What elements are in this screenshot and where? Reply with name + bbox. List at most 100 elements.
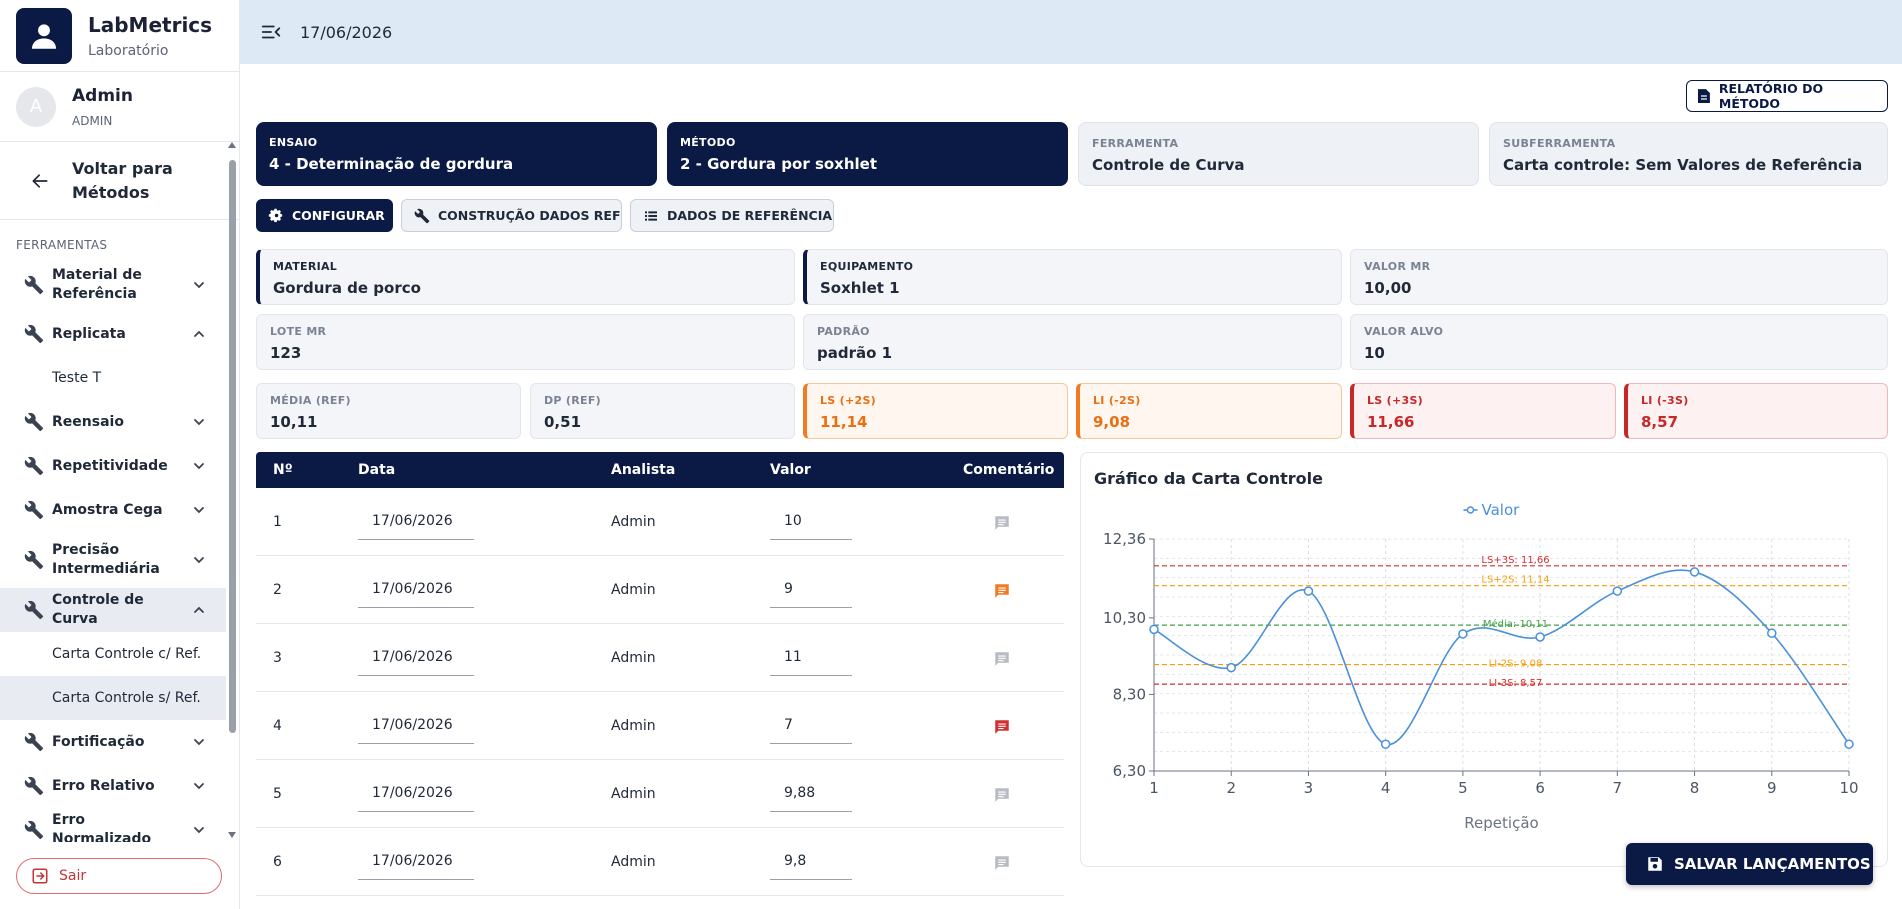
sidebar-item-reensaio[interactable]: Reensaio [0,400,226,444]
material-value: Gordura de porco [273,279,421,297]
table-row: 2 17/06/2026 Admin 9 [256,556,1064,624]
value-field[interactable]: 9,8 [770,843,852,880]
y-tick-label: 10,30 [1103,609,1146,627]
ferramenta-label: FERRAMENTA [1092,137,1179,150]
chevron-down-icon [194,739,204,746]
date-field[interactable]: 17/06/2026 [358,571,474,608]
table-row: 1 17/06/2026 Admin 10 [256,488,1064,556]
subferramenta-label: SUBFERRAMENTA [1503,137,1616,150]
wrench-icon [24,600,44,620]
x-tick-label: 4 [1381,779,1391,797]
date-field[interactable]: 17/06/2026 [358,639,474,676]
x-tick-label: 10 [1839,779,1858,797]
sidebar-subitem[interactable]: Carta Controle s/ Ref. [0,676,226,720]
value-field[interactable]: 9,88 [770,775,852,812]
header-comentario: Comentário [963,462,1055,478]
entries-table: Nº Data Analista Valor Comentário 1 17/06… [256,452,1064,909]
material-label: MATERIAL [273,260,338,273]
sidebar-item-amostra-cega[interactable]: Amostra Cega [0,488,226,532]
sidebar-item-fortificacao[interactable]: Fortificação [0,720,226,764]
save-entries-button[interactable]: SALVAR LANÇAMENTOS [1626,843,1873,885]
equipamento-field: EQUIPAMENTO Soxhlet 1 [803,249,1342,305]
reference-line-label: LI-2S: 9,08 [1489,659,1543,670]
sidebar-item-label: Erro Relativo [52,777,155,794]
sidebar-item-replicata[interactable]: Replicata [0,312,226,356]
data-point [1767,628,1777,638]
section-label: FERRAMENTAS [16,238,108,252]
sidebar-item-precisao-intermediaria[interactable]: Precisão Intermediária [0,532,226,588]
legend-marker [1466,506,1475,514]
comment-icon[interactable] [993,854,1011,872]
sidebar-item-repetitividade[interactable]: Repetitividade [0,444,226,488]
comment-icon[interactable] [993,786,1011,804]
x-tick-label: 9 [1767,779,1777,797]
metodo-label: MÉTODO [680,136,736,149]
ferramenta-value: Controle de Curva [1092,156,1245,174]
user-logo-icon [16,7,72,64]
method-report-button[interactable]: RELATÓRIO DO MÉTODO [1686,80,1888,112]
comment-icon[interactable] [993,650,1011,668]
x-tick-label: 7 [1613,779,1623,797]
sidebar-item-label: Fortificação [52,733,145,750]
control-chart: 12,36 10,30 8,30 6,301 2 3 4 5 6 7 8 9 10 Repetição LS… [1103,501,1859,832]
date-value: 17/06/2026 [372,581,453,597]
x-axis-label: Repetição [1464,814,1538,832]
tab-configurar[interactable]: CONFIGURAR [256,199,393,232]
ls-3s-label: LS (+3S) [1367,394,1424,407]
comment-icon[interactable] [993,514,1011,532]
comment-icon[interactable] [993,718,1011,736]
ls-2s-stat: LS (+2S) 11,14 [803,383,1068,439]
x-tick-label: 2 [1226,779,1236,797]
logout-button[interactable]: Sair [16,858,222,894]
user-profile: A Admin ADMIN [0,72,239,142]
sidebar-item-erro-relativo[interactable]: Erro Relativo [0,764,226,808]
user-role: ADMIN [72,113,113,128]
sidebar-item-label: Replicata [52,325,126,342]
save-icon [1648,857,1662,871]
sidebar-item-erro-normalizado[interactable]: Erro Normalizado [0,808,226,842]
sidebar: LabMetrics Laboratório A Admin ADMIN Vol… [0,0,240,909]
media-ref-value: 10,11 [270,413,318,431]
sidebar-subitem[interactable]: Carta Controle c/ Ref. [52,646,202,662]
row-number: 2 [273,582,282,598]
scroll-thumb[interactable] [229,160,236,733]
reference-line-label: Média: 10,11 [1483,618,1548,630]
date-field[interactable]: 17/06/2026 [358,775,474,812]
x-tick-label: 8 [1690,779,1700,797]
sidebar-item-controle-de-curva[interactable]: Controle de Curva [0,588,226,632]
table-row: 3 17/06/2026 Admin 11 [256,624,1064,692]
header-valor: Valor [770,462,811,478]
comment-icon[interactable] [993,582,1011,600]
li-2s-value: 9,08 [1093,413,1131,431]
brand: LabMetrics Laboratório [0,0,239,72]
sidebar-scrollbar[interactable] [227,140,237,840]
date-field[interactable]: 17/06/2026 [358,843,474,880]
date-field[interactable]: 17/06/2026 [358,503,474,540]
media-ref-label: MÉDIA (REF) [270,394,351,407]
tab-construcao-dados-ref[interactable]: CONSTRUÇÃO DADOS REF [401,199,622,232]
list-icon [645,210,657,221]
padrao-field: PADRÃO padrão 1 [803,314,1342,370]
user-name: Admin [72,85,133,106]
value-field[interactable]: 10 [770,503,852,540]
table-row: 6 17/06/2026 Admin 9,8 [256,828,1064,896]
sidebar-item-material-de-referencia[interactable]: Material de Referência [0,258,226,312]
tab-dados-referencia[interactable]: DADOS DE REFERÊNCIA [630,199,834,232]
sidebar-item-label: Reensaio [52,413,124,430]
lote-mr-field: LOTE MR 123 [256,314,795,370]
back-label: Voltar para Métodos [72,158,173,202]
value-field[interactable]: 9 [770,571,852,608]
li-2s-label: LI (-2S) [1093,394,1141,407]
value-field[interactable]: 11 [770,639,852,676]
value-field[interactable]: 7 [770,707,852,744]
table-row: 4 17/06/2026 Admin 7 [256,692,1064,760]
sidebar-subitem[interactable]: Teste T [52,370,102,386]
back-to-methods-button[interactable]: Voltar para Métodos [0,142,239,220]
date-field[interactable]: 17/06/2026 [358,707,474,744]
tools-nav: FERRAMENTAS Material de Referência Replic… [0,222,226,842]
menu-collapse-icon[interactable] [260,21,282,43]
chevron-up-icon [194,606,204,613]
x-tick-label: 1 [1149,779,1159,797]
chevron-down-icon [194,282,204,289]
analyst-value: Admin [611,582,656,598]
